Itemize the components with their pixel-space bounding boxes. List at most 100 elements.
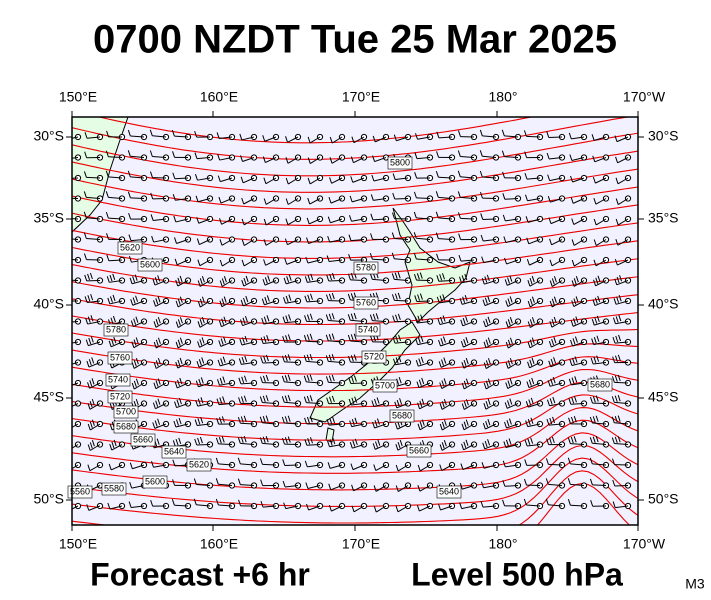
- barb-feather: [134, 274, 138, 281]
- barb-staff: [505, 218, 519, 222]
- contour-label-box: [361, 350, 387, 364]
- barb-feather: [414, 172, 418, 179]
- barb-staff: [196, 504, 211, 507]
- barb-staff: [460, 156, 475, 158]
- barb-feather: [132, 276, 136, 283]
- barb-feather: [66, 315, 68, 321]
- barb-staff: [550, 362, 563, 368]
- barb-feather: [331, 313, 335, 320]
- barb-feather: [507, 319, 511, 326]
- barb-feather: [438, 503, 441, 511]
- barb-feather: [152, 402, 156, 409]
- barb-feather: [199, 339, 203, 346]
- barb-feather: [200, 417, 204, 424]
- barb-staff: [614, 485, 629, 487]
- barb-staff: [372, 320, 387, 322]
- barb-feather: [592, 436, 596, 443]
- barb-feather: [480, 500, 484, 508]
- barb-feather: [84, 151, 88, 158]
- barb-feather: [129, 462, 133, 469]
- barb-feather: [376, 397, 380, 404]
- barb-staff: [463, 341, 475, 348]
- barb-feather: [200, 377, 204, 384]
- barb-feather: [553, 357, 557, 364]
- barb-staff: [72, 157, 79, 159]
- barb-staff: [308, 239, 321, 245]
- barb-feather: [413, 211, 417, 219]
- barb-feather: [505, 439, 509, 447]
- barb-feather: [394, 293, 398, 300]
- barb-staff: [199, 300, 211, 308]
- barb-feather: [243, 297, 246, 305]
- barb-feather: [153, 341, 157, 349]
- barb-feather: [262, 278, 266, 286]
- barb-staff: [72, 259, 79, 261]
- barb-feather: [90, 315, 94, 322]
- barb-feather: [523, 130, 527, 137]
- barb-staff: [529, 321, 541, 328]
- barb-feather: [88, 359, 92, 366]
- barb-staff: [155, 403, 167, 410]
- barb-feather: [281, 437, 285, 445]
- barb-feather: [439, 274, 443, 281]
- barb-feather: [550, 378, 554, 385]
- barb-feather: [442, 315, 446, 322]
- barb-feather: [503, 441, 507, 448]
- barb-feather: [530, 437, 534, 444]
- barb-staff: [88, 505, 101, 511]
- barb-feather: [487, 295, 491, 303]
- barb-feather: [89, 272, 93, 280]
- barb-feather: [326, 418, 330, 426]
- barb-staff: [570, 443, 585, 445]
- barb-feather: [416, 381, 420, 388]
- barb-feather: [310, 437, 313, 444]
- barb-feather: [353, 354, 357, 361]
- contour-line: [72, 444, 638, 507]
- barb-feather: [286, 276, 290, 283]
- barb-staff: [72, 423, 79, 428]
- barb-feather: [504, 257, 507, 265]
- barb-feather: [465, 399, 469, 406]
- barb-staff: [439, 300, 453, 304]
- lat-label-left: 30°S: [33, 128, 64, 144]
- barb-staff: [438, 217, 453, 220]
- barb-feather: [105, 170, 109, 177]
- barb-feather: [172, 151, 176, 158]
- contour-label-box: [387, 156, 413, 170]
- barb-feather: [531, 357, 535, 364]
- contour-label: 5780: [106, 324, 126, 334]
- barb-feather: [531, 377, 535, 385]
- barb-feather: [487, 378, 491, 385]
- barb-feather: [194, 438, 198, 446]
- barb-feather: [259, 458, 263, 465]
- barb-feather: [594, 317, 598, 324]
- barb-feather: [287, 334, 291, 341]
- barb-feather: [347, 355, 351, 363]
- barb-feather: [397, 313, 401, 321]
- barb-feather: [417, 485, 421, 492]
- barb-feather: [131, 341, 135, 348]
- barb-feather: [194, 152, 198, 159]
- barb-feather: [546, 152, 550, 160]
- barb-feather: [349, 195, 353, 203]
- barb-feather: [85, 317, 89, 325]
- barb-feather: [524, 172, 528, 180]
- barb-staff: [460, 259, 475, 262]
- barb-feather: [240, 396, 244, 403]
- barb-staff: [614, 422, 629, 425]
- barb-feather: [155, 339, 159, 347]
- barb-feather: [350, 156, 354, 163]
- barb-staff: [484, 300, 497, 307]
- barb-staff: [592, 442, 607, 445]
- barb-staff: [463, 362, 475, 369]
- barb-feather: [465, 357, 469, 365]
- barb-feather: [419, 293, 423, 300]
- barb-feather: [239, 338, 243, 346]
- barb-feather: [439, 295, 443, 302]
- barb-feather: [240, 436, 244, 443]
- barb-staff: [219, 157, 233, 161]
- barb-feather: [244, 315, 248, 323]
- barb-feather: [369, 253, 373, 260]
- barb-feather: [414, 295, 418, 302]
- barb-feather: [285, 157, 289, 164]
